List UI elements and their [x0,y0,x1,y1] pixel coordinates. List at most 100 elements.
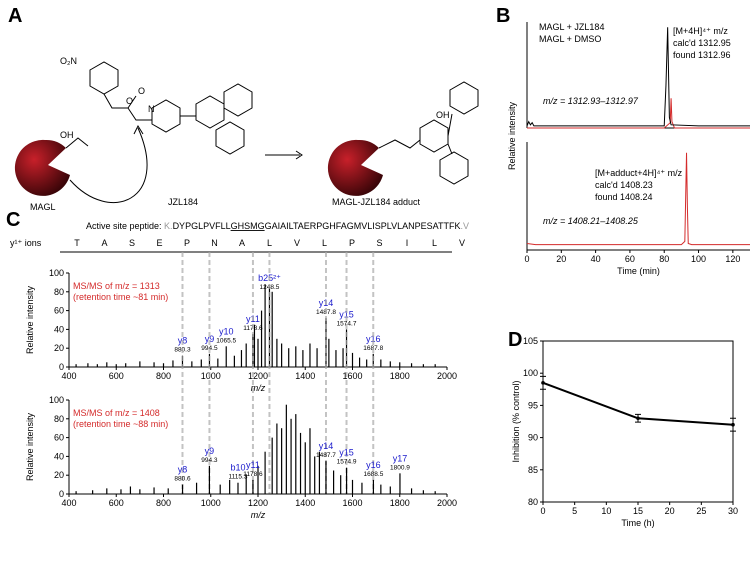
ion-residue: I [406,238,409,248]
ion-mz: 1178.6 [243,471,263,478]
ion-residue: L [267,238,272,248]
x-tick-label: 1600 [342,498,362,508]
y-tick-label: 20 [54,470,64,480]
ion-label: y11 [246,460,260,470]
arrow-head [295,150,303,160]
bond [447,113,453,155]
x-tick-label: 30 [728,506,738,516]
y-tick-label: 95 [528,400,538,410]
y-axis-label: Relative intensity [25,285,35,354]
ion-residue: P [349,238,355,248]
annotation: m/z = 1312.93–1312.97 [543,96,639,106]
y-tick-label: 100 [49,268,64,278]
flank: .V [461,221,470,231]
spectrum-subtitle: (retention time ~88 min) [73,419,168,429]
x-tick-label: 1000 [201,371,221,381]
product-label: MAGL-JZL184 adduct [332,197,421,207]
ion-label: y9 [205,334,215,344]
ion-mz: 1065.5 [216,337,236,344]
legend-entry: MAGL + JZL184 [539,22,604,32]
ring [419,119,449,153]
x-tick-label: 15 [633,506,643,516]
x-tick-label: 800 [156,371,171,381]
bond [103,93,152,121]
annotation: calc'd 1408.23 [595,180,653,190]
y-tick-label: 0 [59,489,64,499]
x-axis-label: Time (h) [621,518,654,528]
annotation: found 1312.96 [673,50,731,60]
ion-label: y16 [366,334,381,344]
ring [195,95,225,129]
atom: O [138,86,145,96]
atom: O [126,96,133,106]
x-tick-label: 80 [659,254,669,264]
flank: K. [164,221,173,231]
ion-residue: N [211,238,218,248]
ion-mz: 880.6 [174,476,191,483]
ion-mz: 1115.3 [229,474,248,481]
spectrum-title: MS/MS of m/z = 1408 [73,408,160,418]
y-tick-label: 60 [54,306,64,316]
x-tick-label: 400 [61,371,76,381]
x-tick-label: 1800 [390,498,410,508]
legend-entry: MAGL + DMSO [539,34,601,44]
x-tick-label: 10 [601,506,611,516]
y-tick-label: 40 [54,451,64,461]
ion-residue: A [101,238,107,248]
x-tick-label: 2000 [437,498,457,508]
y-tick-label: 85 [528,465,538,475]
x-tick-label: 5 [572,506,577,516]
ion-label: y15 [339,309,354,319]
y-tick-label: 60 [54,433,64,443]
ion-residue: L [322,238,327,248]
ion-label: b10 [230,463,245,473]
ion-mz: 1574.7 [337,320,357,327]
enzyme-shape [14,139,70,196]
x-tick-label: 400 [61,498,76,508]
y-tick-label: 80 [54,287,64,297]
annotation: m/z = 1408.21–1408.25 [543,216,639,226]
ring [223,83,253,117]
bond [65,137,89,149]
enzyme-label: MAGL [30,202,56,212]
y-tick-label: 100 [49,395,64,405]
arrow-head [133,124,144,135]
ion-mz: 1574.9 [337,459,357,466]
annotation: calc'd 1312.95 [673,38,731,48]
atom: OH [436,110,450,120]
bond [378,139,421,149]
x-tick-label: 600 [109,371,124,381]
y-tick-label: 20 [54,343,64,353]
x-tick-label: 100 [691,254,706,264]
spectrum-title: MS/MS of m/z = 1313 [73,281,160,291]
y-tick-label: 105 [523,336,538,346]
panel-label: A [8,5,22,27]
ring [151,99,181,133]
ion-label: y17 [393,453,408,463]
x-tick-label: 60 [625,254,635,264]
motif: GHSMG [231,221,265,231]
ion-series-label: y¹⁺ ions [10,238,42,248]
ion-label: y10 [219,326,234,336]
annotation: [M+4H]⁴⁺ m/z [673,26,728,36]
y-tick-label: 90 [528,433,538,443]
panel-label: D [508,329,522,351]
x-tick-label: 1200 [248,498,268,508]
ion-residue: A [239,238,245,248]
x-tick-label: 2000 [437,371,457,381]
ion-mz: 994.3 [201,457,218,464]
ion-label: y16 [366,460,381,470]
x-axis-label: m/z [251,510,266,520]
x-tick-label: 600 [109,498,124,508]
ion-label: y8 [178,465,188,475]
data-point [731,422,735,427]
x-tick-label: 20 [665,506,675,516]
ring [449,81,479,115]
data-point [636,416,640,421]
y-axis-label: Inhibition (% control) [511,380,521,462]
annotation: found 1408.24 [595,192,653,202]
ring [89,61,119,95]
spectrum-subtitle: (retention time ~81 min) [73,292,168,302]
ion-label: y15 [339,448,354,458]
